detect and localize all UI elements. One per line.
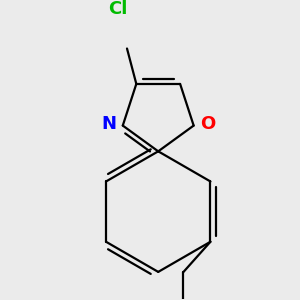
- Text: Cl: Cl: [108, 1, 127, 19]
- Text: N: N: [102, 116, 117, 134]
- Text: O: O: [200, 116, 215, 134]
